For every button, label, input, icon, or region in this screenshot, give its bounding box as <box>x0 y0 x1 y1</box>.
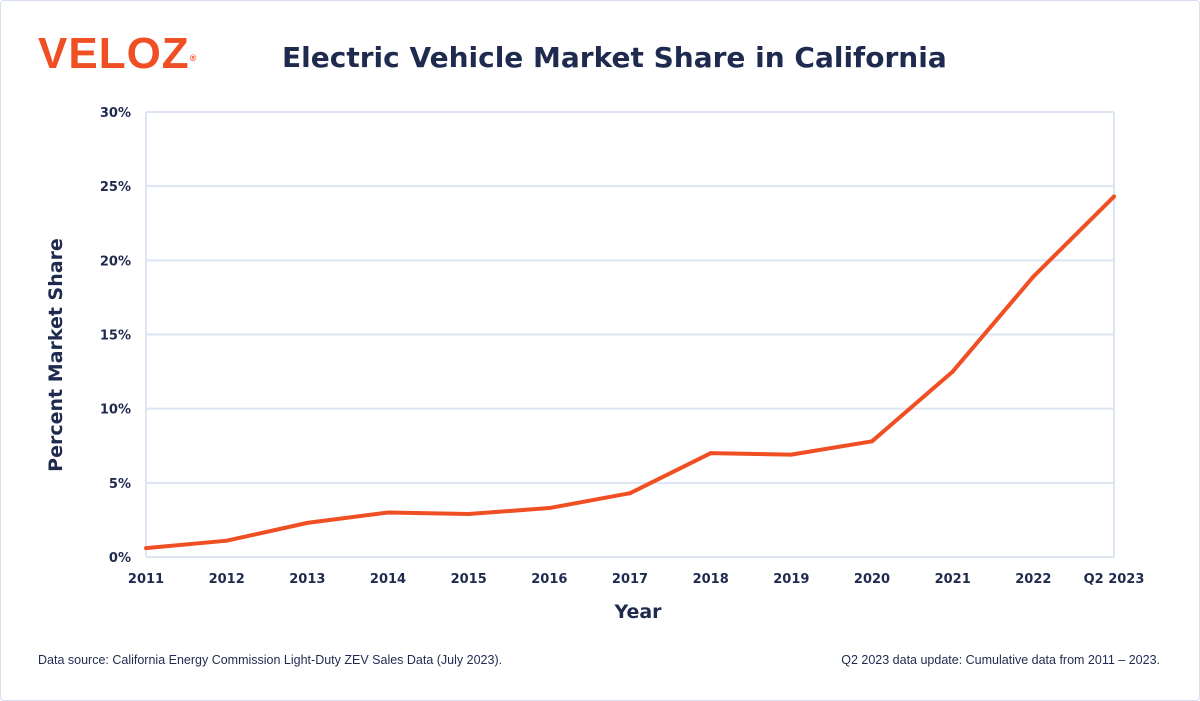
y-tick-label: 25% <box>100 180 131 195</box>
series-line <box>145 195 1116 551</box>
chart-title: Electric Vehicle Market Share in Califor… <box>282 41 947 74</box>
data-point <box>628 491 632 496</box>
data-point <box>870 439 874 444</box>
x-tick-label: 2011 <box>128 572 164 587</box>
x-tick-label: 2017 <box>612 572 648 587</box>
x-tick-label: 2014 <box>370 572 406 587</box>
x-tick-label: Q2 2023 <box>1084 572 1145 587</box>
data-point <box>224 538 229 543</box>
x-tick-label: 2020 <box>854 572 890 587</box>
x-axis-label: Year <box>613 601 662 623</box>
data-point <box>386 510 390 515</box>
veloz-logo: VELOZ® <box>38 29 198 78</box>
x-tick-label: 2019 <box>773 572 809 587</box>
x-tick-label: 2018 <box>693 572 729 587</box>
x-tick-label: 2013 <box>289 572 325 587</box>
y-tick-label: 30% <box>100 106 131 121</box>
data-point <box>1112 194 1116 199</box>
data-point <box>547 506 552 511</box>
x-tick-label: 2016 <box>531 572 567 587</box>
data-point <box>466 511 471 516</box>
data-point <box>1031 274 1036 279</box>
y-tick-label: 0% <box>109 551 131 566</box>
data-point <box>144 546 148 551</box>
data-point <box>950 369 955 374</box>
y-axis-label: Percent Market Share <box>45 238 67 472</box>
x-tick-label: 2012 <box>209 572 245 587</box>
data-point <box>708 451 713 456</box>
data-source-note: Data source: California Energy Commissio… <box>38 653 503 667</box>
data-update-note: Q2 2023 data update: Cumulative data fro… <box>841 653 1160 667</box>
y-tick-label: 15% <box>100 329 131 344</box>
data-point <box>789 452 794 457</box>
data-point <box>305 520 310 525</box>
y-tick-label: 10% <box>100 403 131 418</box>
x-tick-label: 2022 <box>1015 572 1051 587</box>
y-tick-label: 5% <box>109 477 131 492</box>
y-tick-label: 20% <box>100 254 131 269</box>
x-tick-label: 2015 <box>451 572 487 587</box>
x-tick-label: 2021 <box>935 572 971 587</box>
